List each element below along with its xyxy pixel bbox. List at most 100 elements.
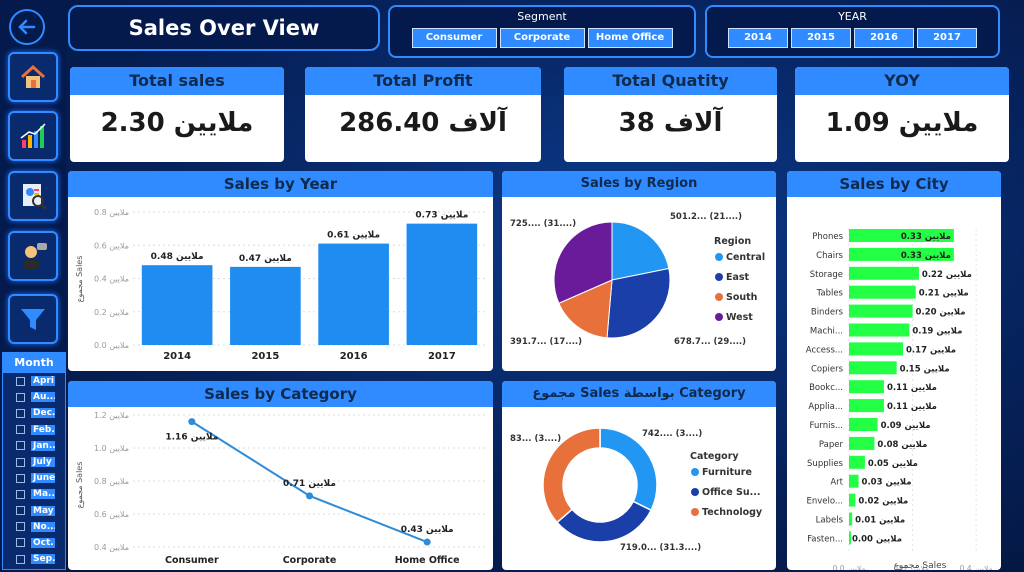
y-tick-label: Access... xyxy=(806,345,843,355)
y-tick-label: Machi... xyxy=(810,327,843,337)
checkbox-icon[interactable] xyxy=(16,538,25,548)
checkbox-icon[interactable] xyxy=(16,408,25,418)
y-tick-label: Art xyxy=(830,478,843,488)
data-label: 0.21 ملايين xyxy=(919,289,969,299)
data-label: 0.09 ملايين xyxy=(881,421,931,431)
kpi-value: 1.09 ملايين xyxy=(825,108,979,138)
data-label: 0.33 ملايين xyxy=(901,251,951,261)
data-label: 0.71 ملايين xyxy=(283,479,336,489)
data-label: 0.47 ملايين xyxy=(239,254,292,264)
segment-slicer: Segment Consumer Corporate Home Office xyxy=(388,5,696,58)
month-label: May xyxy=(31,505,55,516)
home-icon xyxy=(20,64,46,88)
data-label: 0.43 ملايين xyxy=(401,525,454,535)
legend-swatch xyxy=(715,273,723,281)
y-tick-label: 0.8 ملايين xyxy=(94,208,129,217)
y-axis-label: مجموع Sales xyxy=(75,256,84,303)
data-label: 0.17 ملايين xyxy=(906,345,956,355)
data-label: 0.01 ملايين xyxy=(855,516,905,526)
checkbox-icon[interactable] xyxy=(16,522,25,532)
x-tick-label: 0.0 ملايين xyxy=(833,564,866,570)
analytics-nav-button[interactable] xyxy=(8,111,58,161)
year-2016-button[interactable]: 2016 xyxy=(854,28,914,48)
kpi-label: Total Profit xyxy=(305,67,541,95)
data-label: 1.16 ملايين xyxy=(165,433,218,443)
legend-swatch xyxy=(715,293,723,301)
month-item[interactable]: Jan... xyxy=(3,438,65,454)
year-2014-button[interactable]: 2014 xyxy=(728,28,788,48)
bar xyxy=(141,265,213,345)
month-item[interactable]: Sep... xyxy=(3,551,65,567)
back-arrow-icon xyxy=(18,19,36,35)
y-tick-label: Binders xyxy=(811,308,844,318)
pie-slice xyxy=(611,221,670,281)
checkbox-icon[interactable] xyxy=(16,425,25,435)
sales-by-category-panel: Sales by Category 0.4 ملايين 0.6 ملايين 0.… xyxy=(68,381,493,570)
pie-slice xyxy=(558,279,613,339)
checkbox-icon[interactable] xyxy=(16,506,25,516)
slice-label: 83... (3....) xyxy=(510,434,561,444)
home-nav-button[interactable] xyxy=(8,52,58,102)
slice-label: 719.0... (31.3....) xyxy=(620,543,701,553)
legend-label: Technology xyxy=(702,507,763,518)
segment-home-office-button[interactable]: Home Office xyxy=(587,28,673,48)
month-item[interactable]: No... xyxy=(3,519,65,535)
y-tick-label: Envelo... xyxy=(806,497,843,507)
y-tick-label: 0.6 ملايين xyxy=(94,510,129,519)
data-label: 0.19 ملايين xyxy=(912,327,962,337)
month-slicer-title: Month xyxy=(3,353,65,373)
slice-label: 678.7... (29....) xyxy=(674,337,746,347)
bar xyxy=(849,285,916,299)
checkbox-icon[interactable] xyxy=(16,441,25,451)
checkbox-icon[interactable] xyxy=(16,457,25,467)
bar xyxy=(849,229,954,242)
bar xyxy=(230,266,301,345)
y-tick-label: Labels xyxy=(816,516,844,526)
x-tick-label: 0.2 ملايين xyxy=(896,564,929,570)
sales-by-year-panel: Sales by Year 0.0 ملايين 0.2 ملايين 0.4 مل… xyxy=(68,171,493,371)
data-point xyxy=(423,538,431,546)
page-title: Sales Over View xyxy=(68,5,380,51)
year-2017-button[interactable]: 2017 xyxy=(917,28,977,48)
x-tick-label: Home Office xyxy=(395,555,460,566)
month-item[interactable]: Dec. xyxy=(3,405,65,421)
month-item[interactable]: July xyxy=(3,454,65,470)
month-item[interactable]: Oct. xyxy=(3,535,65,551)
report-nav-button[interactable] xyxy=(8,171,58,221)
kpi-yoy: YOY 1.09 ملايين xyxy=(795,67,1009,162)
year-2015-button[interactable]: 2015 xyxy=(791,28,851,48)
segment-corporate-button[interactable]: Corporate xyxy=(499,28,585,48)
month-item[interactable]: Au... xyxy=(3,389,65,405)
donut-slice xyxy=(542,427,601,524)
month-item[interactable]: Feb. xyxy=(3,422,65,438)
kpi-value: 38 آلاف xyxy=(618,108,723,138)
checkbox-icon[interactable] xyxy=(16,554,25,564)
legend-title: Category xyxy=(690,451,739,462)
y-tick-label: 0.6 ملايين xyxy=(94,241,129,250)
support-nav-button[interactable] xyxy=(8,231,58,281)
month-item[interactable]: Apri xyxy=(3,373,65,389)
checkbox-icon[interactable] xyxy=(16,473,25,483)
x-tick-label: Consumer xyxy=(165,555,219,566)
data-label: 0.61 ملايين xyxy=(327,231,380,241)
filter-nav-button[interactable] xyxy=(8,294,58,344)
pie-slice xyxy=(606,267,671,339)
report-search-icon xyxy=(23,184,47,210)
donut-slice xyxy=(599,427,658,512)
back-button[interactable] xyxy=(9,9,45,45)
month-item[interactable]: Ma... xyxy=(3,486,65,502)
agent-icon xyxy=(23,243,47,269)
kpi-value: 286.40 آلاف xyxy=(339,108,507,138)
month-item[interactable]: June xyxy=(3,470,65,486)
month-label: Au... xyxy=(31,392,55,403)
checkbox-icon[interactable] xyxy=(16,392,25,402)
legend-label: South xyxy=(726,292,758,303)
checkbox-icon[interactable] xyxy=(16,376,25,386)
segment-consumer-button[interactable]: Consumer xyxy=(411,28,497,48)
legend-label: Furniture xyxy=(702,467,752,478)
checkbox-icon[interactable] xyxy=(16,489,25,499)
bar xyxy=(849,380,884,394)
x-tick-label: 2016 xyxy=(340,351,368,362)
segment-slicer-title: Segment xyxy=(517,10,567,23)
month-item[interactable]: May xyxy=(3,503,65,519)
